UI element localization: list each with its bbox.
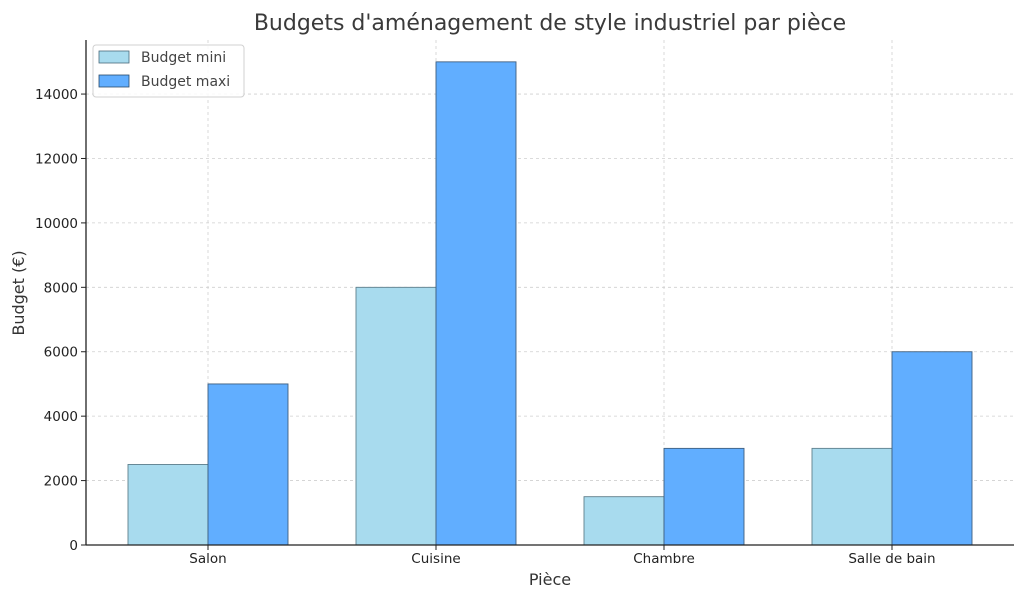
legend-box [92, 44, 245, 98]
x-tick-label: Cuisine [411, 551, 460, 567]
bar-mini [583, 496, 665, 546]
y-tick-label: 6000 [44, 345, 78, 361]
y-tick-label: 2000 [44, 474, 78, 490]
x-tick-label: Salon [189, 551, 226, 567]
bar-mini [811, 447, 893, 546]
legend-label-mini: Budget mini [141, 50, 226, 66]
bar-maxi [207, 383, 289, 546]
x-tick-label: Chambre [633, 551, 695, 567]
bar-maxi [891, 351, 973, 546]
y-tick-label: 10000 [35, 216, 78, 232]
legend: Budget mini Budget maxi [92, 44, 245, 98]
legend-swatch-mini [98, 50, 130, 64]
x-tick-label: Salle de bain [848, 551, 935, 567]
bar-mini [355, 286, 437, 546]
bar-maxi [435, 61, 517, 546]
y-tick-label: 14000 [35, 87, 78, 103]
y-tick-label: 12000 [35, 151, 78, 167]
bar-maxi [663, 447, 745, 546]
chart-title: Budgets d'aménagement de style industrie… [254, 11, 846, 36]
x-axis-label: Pièce [529, 570, 571, 589]
legend-swatch-maxi [98, 74, 130, 88]
y-tick-label: 0 [69, 538, 78, 554]
bar-mini [127, 464, 209, 546]
axes [85, 40, 1014, 546]
y-axis-label: Budget (€) [9, 250, 28, 335]
y-tick-label: 8000 [44, 280, 78, 296]
legend-label-maxi: Budget maxi [141, 74, 230, 90]
x-ticks: Salon Cuisine Chambre Salle de bain [189, 545, 936, 567]
bars [127, 61, 973, 546]
y-ticks: 0 2000 4000 6000 8000 10000 12000 14000 [35, 87, 86, 554]
y-tick-label: 4000 [44, 409, 78, 425]
